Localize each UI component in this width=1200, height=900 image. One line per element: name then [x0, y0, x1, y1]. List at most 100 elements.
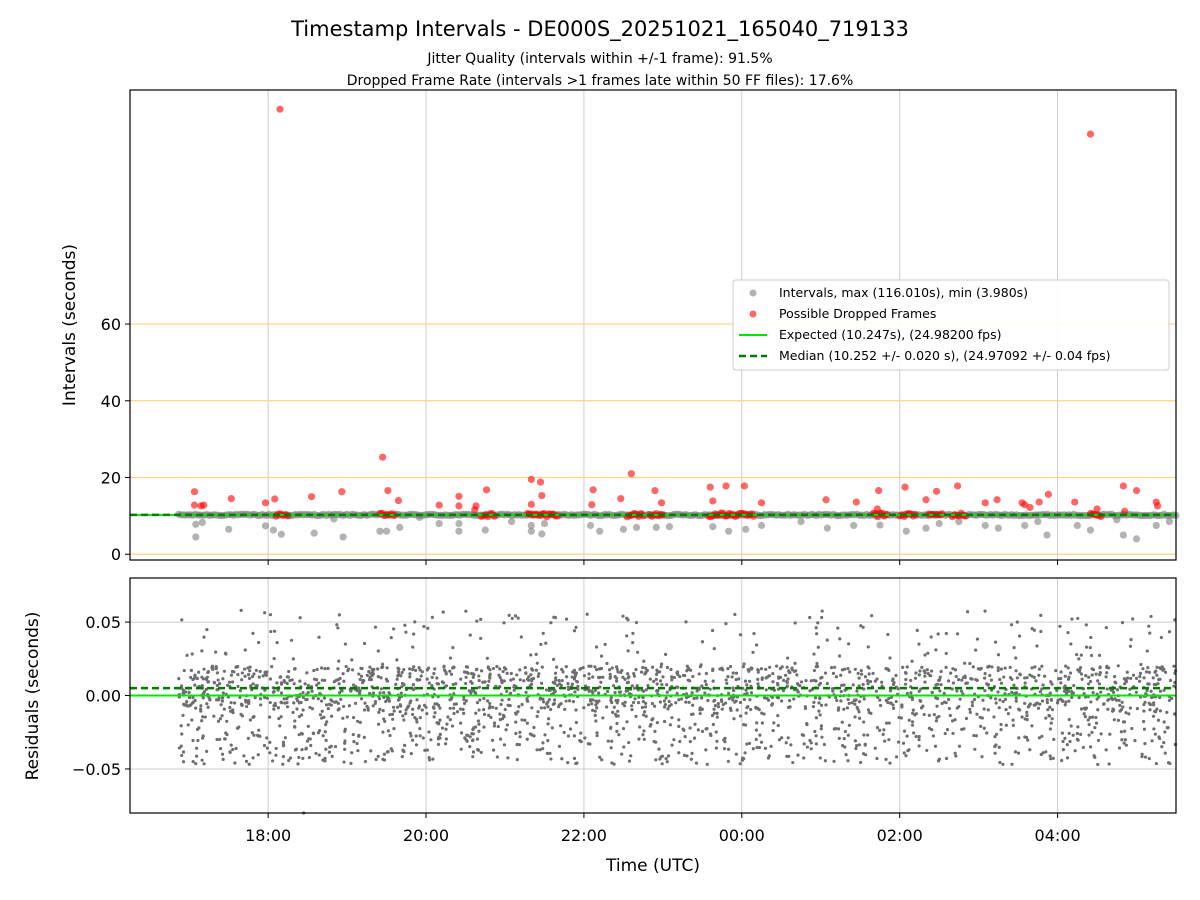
residual-point [520, 702, 524, 707]
residual-point [884, 721, 889, 725]
residual-point [546, 700, 550, 704]
residual-point [543, 733, 547, 737]
residual-point [265, 696, 269, 700]
residual-point [581, 666, 585, 670]
residual-point [594, 668, 599, 672]
residual-point [392, 709, 396, 713]
residual-point [1089, 653, 1094, 658]
residual-point [1040, 687, 1044, 691]
residual-point [282, 679, 286, 683]
residual-point [595, 734, 599, 738]
residual-point [177, 676, 181, 681]
residual-point [195, 676, 199, 681]
residual-point [726, 674, 730, 679]
residual-point [755, 721, 759, 725]
residual-point [553, 698, 557, 702]
residual-point [820, 615, 824, 620]
residual-point [1067, 717, 1071, 722]
x-tick-label: 04:00 [1035, 826, 1081, 845]
residual-point [946, 697, 951, 702]
interval-point [797, 518, 805, 526]
residual-point [534, 652, 538, 656]
residual-point [583, 736, 587, 740]
interval-point [1119, 531, 1127, 539]
residual-point [668, 723, 673, 727]
interval-point [269, 526, 278, 534]
residual-point [486, 699, 490, 703]
residual-point [486, 666, 491, 670]
residual-point [415, 720, 419, 724]
residual-point [319, 699, 324, 703]
residual-point [227, 680, 232, 684]
residual-point [440, 680, 444, 684]
residual-point [760, 721, 764, 725]
residual-point [999, 667, 1004, 671]
residual-point [220, 714, 224, 718]
residual-point [691, 703, 695, 707]
residual-point [914, 734, 918, 739]
residual-point [560, 679, 564, 683]
residual-point [1157, 735, 1161, 739]
residual-point [639, 670, 644, 674]
residual-point [868, 680, 873, 684]
residual-point [370, 667, 374, 672]
dropped-frame-point [627, 470, 635, 478]
residual-point [1049, 757, 1053, 761]
residual-point [1049, 680, 1053, 684]
residual-point [202, 667, 206, 671]
residual-point [743, 679, 748, 683]
residual-point [312, 677, 317, 681]
residual-point [634, 620, 639, 625]
residual-point [867, 672, 871, 676]
residual-point [723, 701, 728, 705]
residual-point [525, 737, 529, 741]
residual-point [1060, 758, 1064, 763]
residual-point [183, 703, 187, 707]
residual-point [700, 640, 705, 644]
residual-point [1066, 666, 1070, 670]
residual-point [1124, 743, 1128, 747]
residual-point [683, 673, 687, 678]
residual-point [1014, 669, 1018, 673]
residual-point [785, 754, 789, 759]
residual-point [249, 684, 253, 688]
residual-point [1147, 670, 1151, 674]
residual-point [732, 717, 736, 721]
residual-point [259, 703, 263, 707]
residual-point [616, 709, 620, 713]
residual-point [929, 669, 934, 673]
residual-point [604, 705, 609, 709]
residual-point [301, 756, 305, 760]
residual-point [963, 676, 967, 680]
residual-point [905, 665, 909, 669]
residual-point [638, 725, 642, 729]
residual-point [1017, 736, 1021, 740]
residual-point [660, 762, 664, 766]
residual-point [1092, 754, 1096, 758]
residual-point [243, 674, 247, 678]
residual-point [737, 677, 741, 681]
residual-point [330, 699, 334, 703]
residual-point [836, 626, 840, 630]
residual-point [1102, 702, 1106, 706]
residual-point [1037, 736, 1042, 740]
residual-point [459, 747, 463, 751]
residual-point [265, 736, 269, 740]
residual-point [796, 753, 800, 757]
residual-point [588, 699, 593, 703]
residual-point [1062, 689, 1067, 693]
residual-point [903, 671, 908, 675]
residual-point [719, 698, 724, 702]
residual-point [253, 696, 257, 700]
residual-point [801, 733, 806, 737]
residual-point [968, 710, 972, 714]
residual-point [570, 675, 574, 679]
residual-point [411, 667, 415, 672]
residual-point [965, 681, 969, 685]
residual-point [944, 651, 948, 656]
interval-point [652, 523, 660, 531]
residual-point [1067, 731, 1071, 735]
residual-point [1077, 657, 1081, 661]
residual-point [549, 707, 553, 712]
residual-point [262, 743, 267, 748]
